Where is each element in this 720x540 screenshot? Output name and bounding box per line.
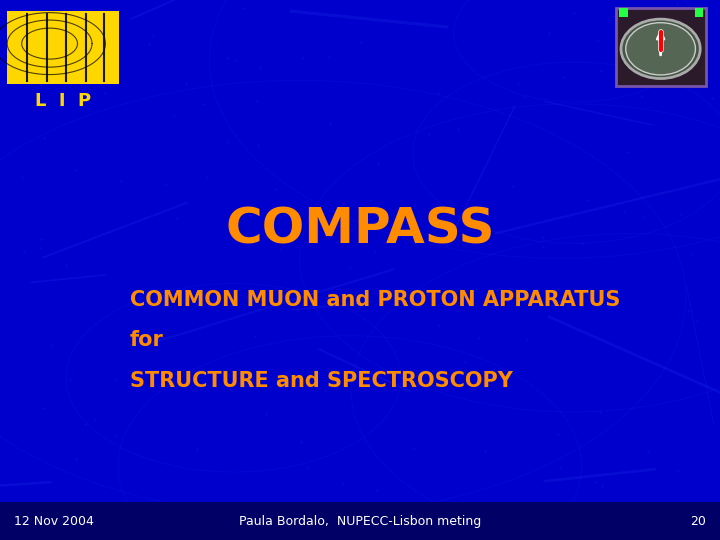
Bar: [7, 11, 119, 84]
Text: for: for: [130, 330, 163, 350]
Text: L  I  P: L I P: [35, 92, 91, 110]
Bar: [0, 502, 720, 540]
Text: COMMON MUON and PROTON APPARATUS: COMMON MUON and PROTON APPARATUS: [130, 289, 620, 310]
Text: Paula Bordalo,  NUPECC-Lisbon meting: Paula Bordalo, NUPECC-Lisbon meting: [239, 515, 481, 528]
Text: 12 Nov 2004: 12 Nov 2004: [14, 515, 94, 528]
Bar: [695, 8, 703, 17]
Circle shape: [621, 19, 701, 78]
Bar: [619, 8, 628, 17]
Text: COMPASS: COMPASS: [225, 206, 495, 253]
Bar: [616, 8, 706, 86]
Circle shape: [626, 23, 696, 75]
Text: STRUCTURE and SPECTROSCOPY: STRUCTURE and SPECTROSCOPY: [130, 370, 513, 391]
Text: 20: 20: [690, 515, 706, 528]
